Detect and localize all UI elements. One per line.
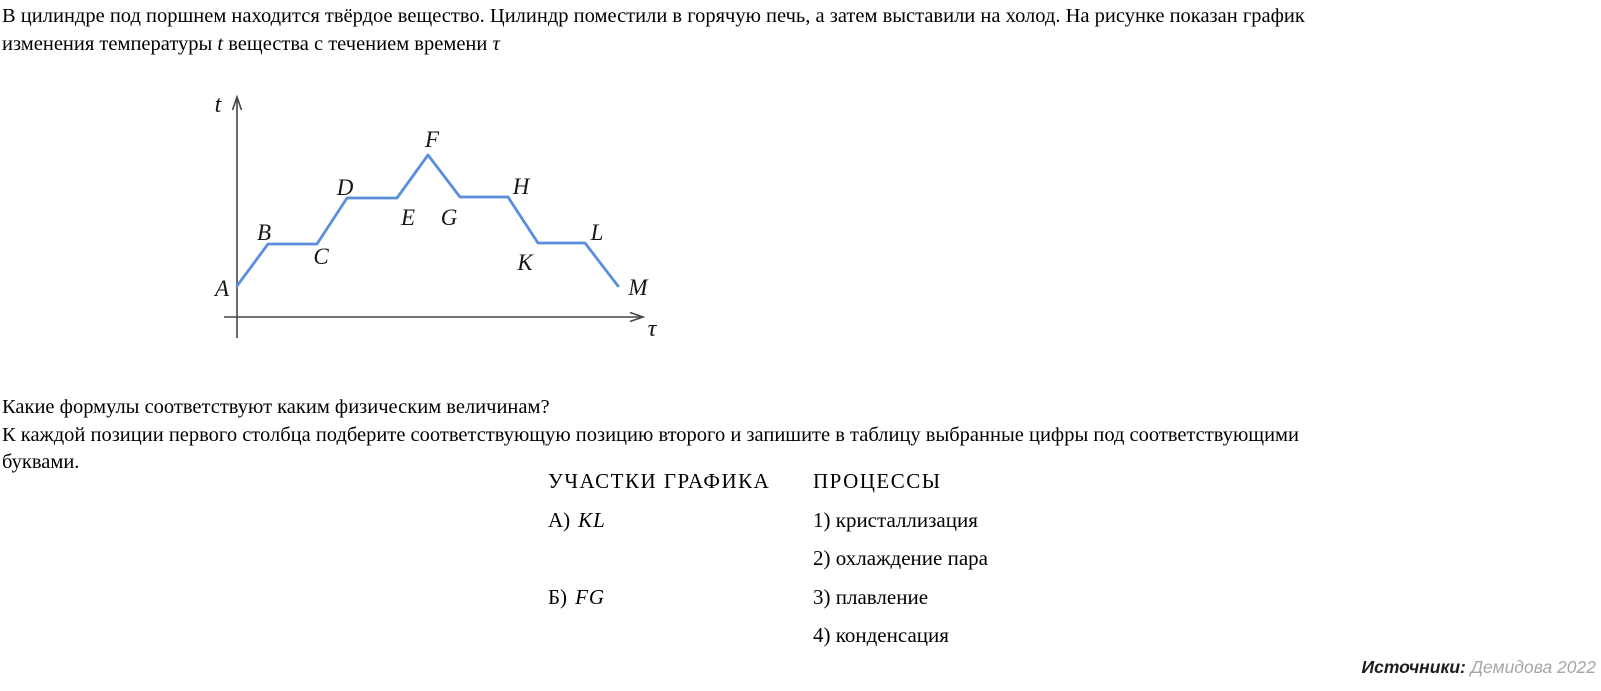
left-spacer-2 <box>548 622 813 661</box>
matching-table: УЧАСТКИ ГРАФИКА ПРОЦЕССЫ А) KL 1) кристал… <box>548 468 988 661</box>
source-label: Источники: <box>1361 657 1466 677</box>
source-attribution: Источники: Демидова 2022 <box>1362 657 1596 678</box>
source-link[interactable]: Демидова 2022 <box>1470 657 1596 677</box>
left-item-A-letter: А) <box>548 507 571 532</box>
left-item-B: Б) FG <box>548 584 813 623</box>
left-item-B-letter: Б) <box>548 584 568 609</box>
graph-point-label-E: E <box>400 205 415 230</box>
time-variable: τ <box>492 33 500 55</box>
graph-point-label-K: K <box>516 250 534 275</box>
right-item-1: 1) кристаллизация <box>813 507 978 532</box>
intro-line-1: В цилиндре под поршнем находится твёрдое… <box>2 5 1305 27</box>
question-line-2: К каждой позиции первого столбца подбери… <box>2 423 1299 446</box>
temperature-graph: t τ A B C D E F G H K L M <box>190 85 670 350</box>
temperature-variable: t <box>217 33 224 55</box>
graph-point-label-B: B <box>257 220 271 245</box>
left-item-B-segment: FG <box>575 584 606 609</box>
y-axis-arrowhead <box>231 94 243 111</box>
graph-point-label-L: L <box>590 220 604 245</box>
left-spacer-1 <box>548 545 813 584</box>
temperature-curve <box>235 153 620 288</box>
graph-point-label-H: H <box>512 174 531 199</box>
question-text: Какие формулы соответствуют каким физиче… <box>2 394 1299 477</box>
right-item-4: 4) конденсация <box>813 623 949 647</box>
graph-point-label-D: D <box>336 175 354 200</box>
task-intro: В цилиндре под поршнем находится твёрдое… <box>2 2 1305 58</box>
y-axis-label: t <box>215 92 223 118</box>
intro-line-2-text: изменения температуры <box>2 33 218 55</box>
graph-point-label-M: M <box>627 275 649 300</box>
graph-point-label-G: G <box>441 205 458 230</box>
right-column-header: ПРОЦЕССЫ <box>813 469 942 493</box>
graph-point-labels: A B C D E F G H K L M <box>213 127 649 301</box>
graph-point-label-A: A <box>213 276 230 301</box>
x-axis-arrowhead <box>629 311 646 323</box>
question-line-3: буквами. <box>2 451 80 473</box>
graph-point-label-C: C <box>313 244 329 269</box>
x-axis-label: τ <box>648 316 658 342</box>
right-item-3: 3) плавление <box>813 584 929 609</box>
question-line-1: Какие формулы соответствуют каким физиче… <box>2 396 550 418</box>
left-column-header: УЧАСТКИ ГРАФИКА <box>548 469 771 493</box>
right-item-2: 2) охлаждение пара <box>813 546 988 570</box>
intro-line-2: изменения температуры t вещества с течен… <box>2 30 1305 58</box>
graph-point-label-F: F <box>424 127 440 152</box>
left-item-A-segment: KL <box>578 507 606 532</box>
left-item-A: А) KL <box>548 507 813 546</box>
intro-line-2-text-mid: вещества с течением времени <box>223 33 493 55</box>
